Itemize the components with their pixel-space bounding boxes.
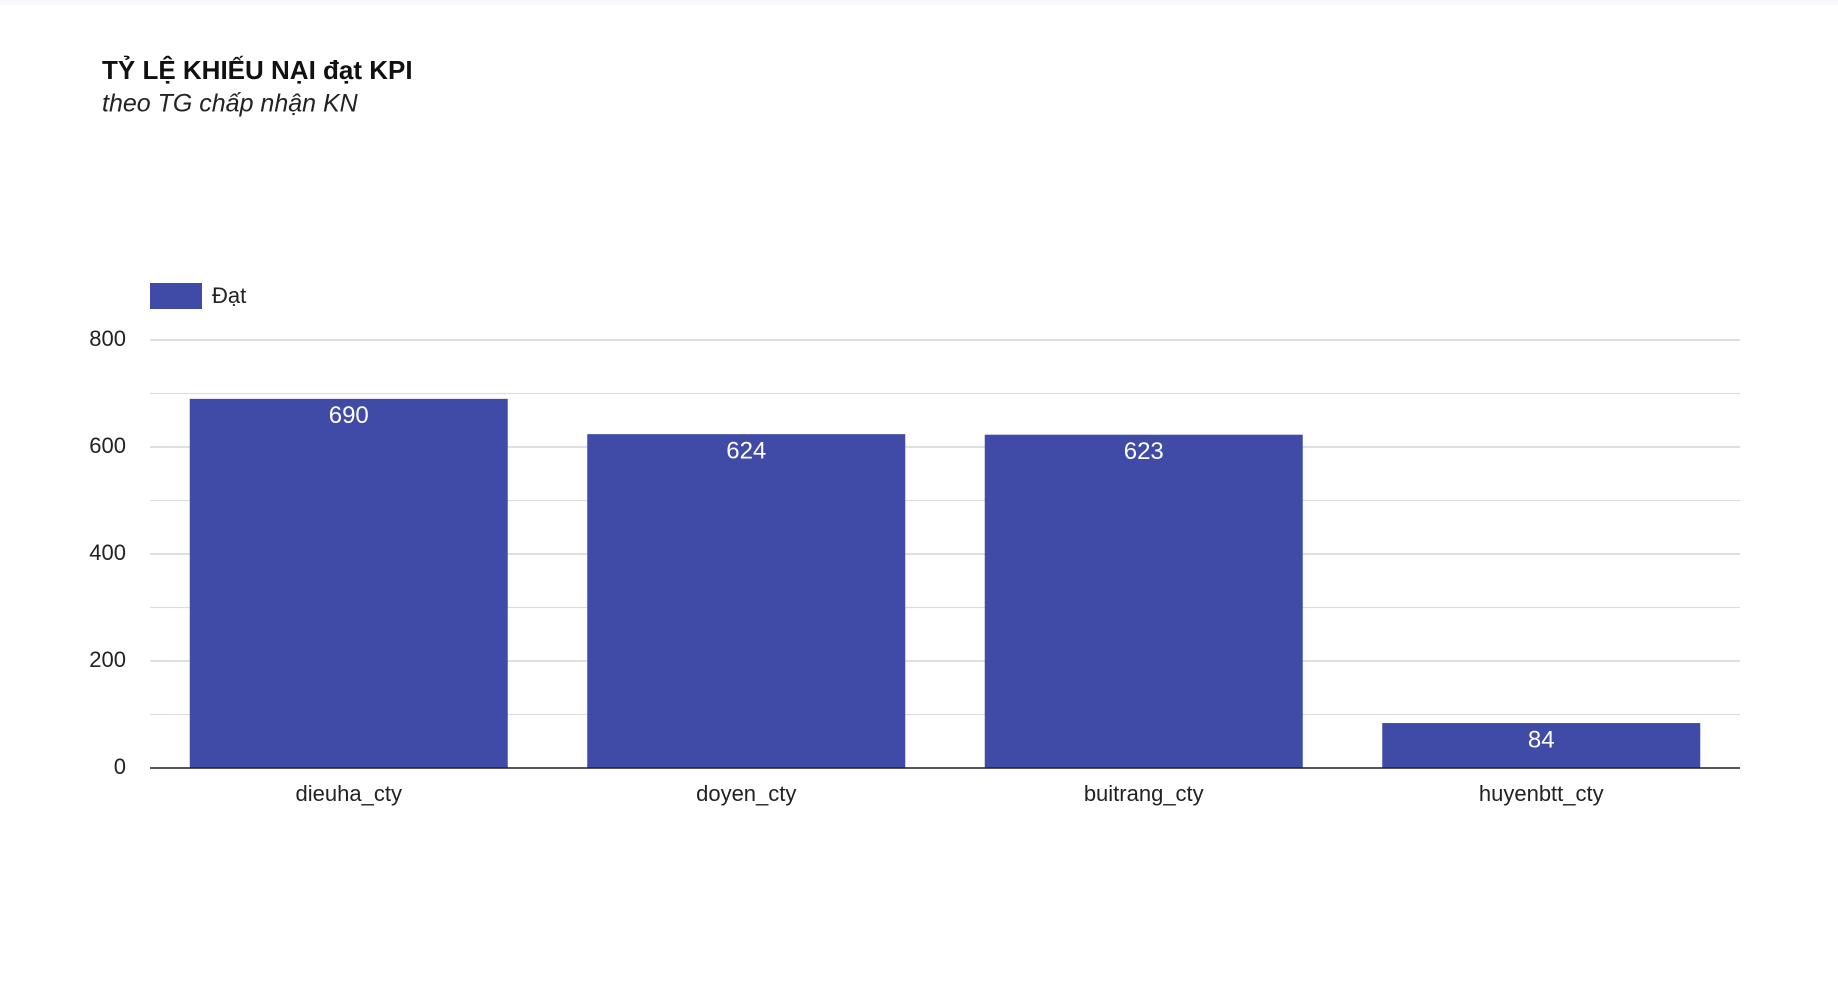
- y-tick-label: 400: [89, 540, 126, 565]
- y-tick-label: 0: [114, 754, 126, 779]
- x-tick-label: buitrang_cty: [1084, 781, 1204, 806]
- bar-value-label: 624: [726, 438, 766, 465]
- bar: [189, 398, 508, 768]
- x-tick-label: doyen_cty: [696, 781, 796, 806]
- x-tick-label: huyenbtt_cty: [1479, 781, 1604, 806]
- y-tick-label: 800: [89, 326, 126, 351]
- x-tick-label: dieuha_cty: [296, 781, 402, 806]
- bar: [984, 434, 1303, 768]
- bar-value-label: 84: [1528, 726, 1555, 753]
- legend-label: Đạt: [212, 283, 246, 308]
- y-tick-label: 600: [89, 433, 126, 458]
- bar-value-label: 690: [329, 402, 369, 429]
- top-strip: [0, 0, 1838, 5]
- chart-subtitle: theo TG chấp nhận KN: [102, 90, 359, 118]
- y-tick-label: 200: [89, 647, 126, 672]
- chart-title: TỶ LỆ KHIẾU NẠI đạt KPI: [102, 55, 413, 85]
- bar: [1382, 723, 1701, 768]
- bar-value-label: 623: [1124, 438, 1164, 465]
- bar: [587, 434, 906, 768]
- legend-swatch: [150, 283, 202, 309]
